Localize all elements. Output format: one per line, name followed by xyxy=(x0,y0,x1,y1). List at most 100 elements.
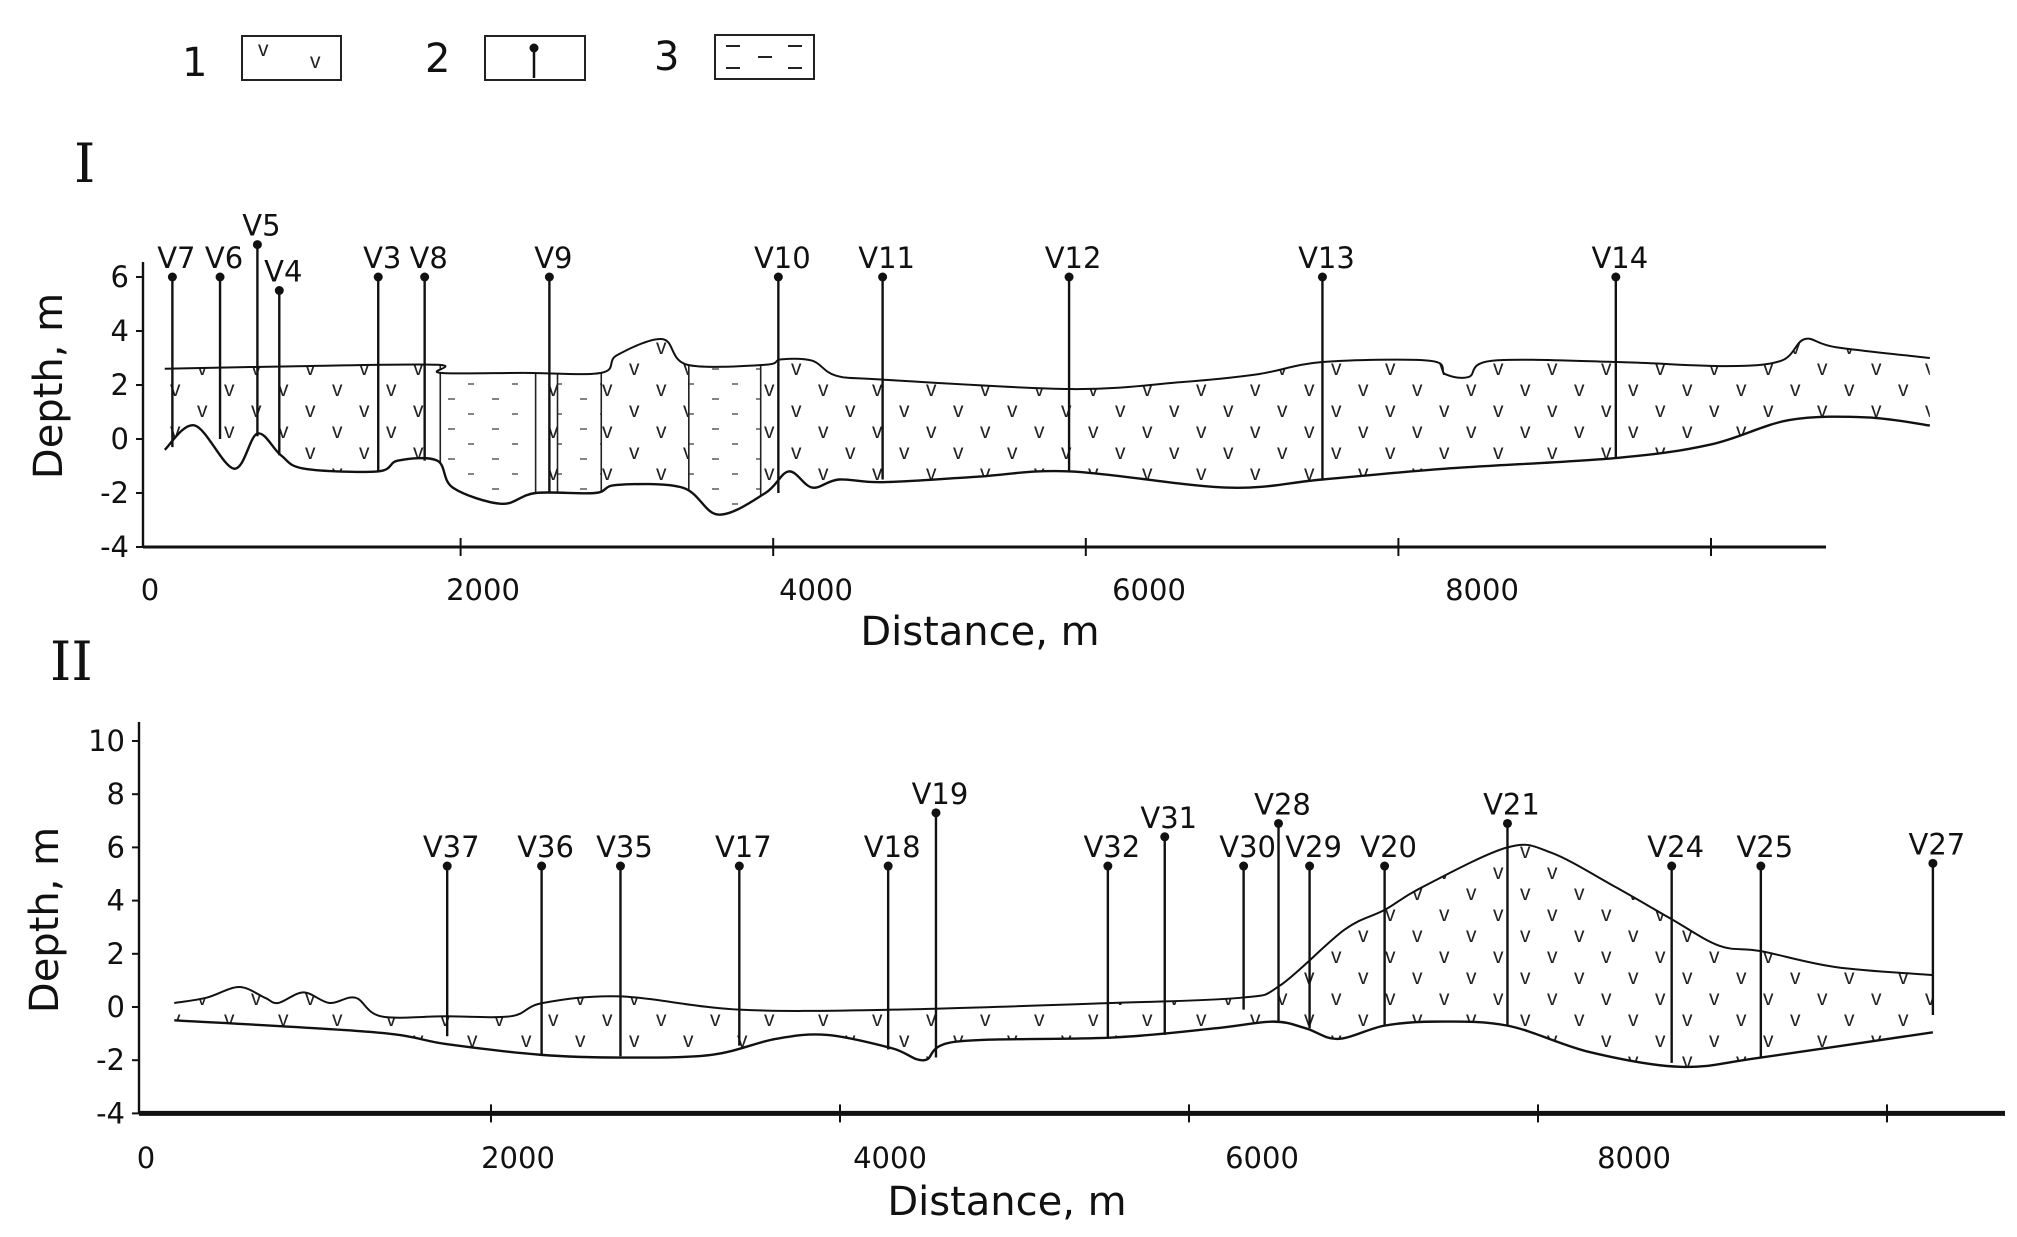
borehole-label: V35 xyxy=(596,830,653,864)
borehole-v24: V24 xyxy=(1647,830,1704,1063)
borehole-head xyxy=(883,861,893,871)
x-tick-label: 4000 xyxy=(779,573,853,607)
borehole-head xyxy=(1756,861,1766,871)
borehole-head xyxy=(931,808,941,818)
borehole-label: V11 xyxy=(858,241,915,275)
borehole-label: V27 xyxy=(1909,827,1966,861)
x-tick-label: 8000 xyxy=(1597,1141,1671,1175)
borehole-v35: V35 xyxy=(596,830,653,1057)
y-tick-label: 6 xyxy=(107,830,125,864)
y-tick-label: 2 xyxy=(111,368,129,402)
borehole-label: V21 xyxy=(1483,787,1540,821)
borehole-head xyxy=(773,272,783,282)
legend-number: 2 xyxy=(425,36,450,82)
x-tick-label: 0 xyxy=(141,573,159,607)
basalt-layer xyxy=(174,844,1933,1067)
borehole-v13: V13 xyxy=(1298,241,1355,480)
borehole-label: V18 xyxy=(864,830,921,864)
borehole-label: V32 xyxy=(1083,830,1140,864)
legend-v-mark: v xyxy=(258,38,269,61)
borehole-head xyxy=(167,272,177,282)
basalt-v-pattern-icon xyxy=(241,35,342,81)
borehole-v17: V17 xyxy=(715,830,772,1046)
borehole-label: V20 xyxy=(1360,830,1417,864)
borehole-v25: V25 xyxy=(1736,830,1793,1058)
borehole-v30: V30 xyxy=(1219,830,1276,1010)
borehole-label: V12 xyxy=(1045,241,1102,275)
borehole-head xyxy=(1502,818,1512,828)
borehole-label: V5 xyxy=(242,209,280,243)
borehole-v31: V31 xyxy=(1140,801,1197,1035)
borehole-label: V7 xyxy=(157,241,195,275)
x-tick-label: 0 xyxy=(137,1141,155,1175)
borehole-label: V25 xyxy=(1736,830,1793,864)
borehole-head xyxy=(1239,861,1249,871)
borehole-label: V13 xyxy=(1298,241,1355,275)
borehole-head xyxy=(1317,272,1327,282)
borehole-v19: V19 xyxy=(912,777,969,1058)
borehole-head xyxy=(442,861,452,871)
y-tick-label: 0 xyxy=(111,422,129,456)
borehole-v37: V37 xyxy=(423,830,480,1037)
borehole-icon-head xyxy=(529,43,539,53)
borehole-head xyxy=(420,272,430,282)
borehole-head xyxy=(274,286,284,295)
x-tick-label: 6000 xyxy=(1225,1141,1299,1175)
y-tick-label: -4 xyxy=(100,530,129,564)
y-axis-title-II: Depth, m xyxy=(22,827,68,1013)
top-surface-line xyxy=(164,337,1930,391)
bottom-surface-line xyxy=(163,415,1930,516)
legend: 1 v v 2 3 xyxy=(182,34,815,86)
borehole-head xyxy=(1928,858,1938,868)
borehole-label: V36 xyxy=(517,830,574,864)
borehole-head xyxy=(1274,818,1284,828)
borehole-v6: V6 xyxy=(205,241,243,439)
basalt-layer xyxy=(164,338,1930,515)
profile-title-I: I xyxy=(74,132,95,195)
borehole-label: V3 xyxy=(363,241,401,275)
borehole-head xyxy=(1160,832,1170,842)
borehole-v8: V8 xyxy=(410,241,448,461)
y-tick-label: 4 xyxy=(111,314,129,348)
borehole-v14: V14 xyxy=(1591,241,1648,458)
borehole-v36: V36 xyxy=(517,830,574,1055)
borehole-v11: V11 xyxy=(858,241,915,480)
x-tick-label: 4000 xyxy=(853,1141,927,1175)
legend-item-clay: 3 xyxy=(654,34,815,80)
borehole-v9: V9 xyxy=(534,241,573,493)
borehole-label: V29 xyxy=(1285,830,1342,864)
y-axis-title-I: Depth, m xyxy=(26,293,72,479)
borehole-label: V24 xyxy=(1647,830,1704,864)
borehole-label: V19 xyxy=(912,777,969,811)
clay-lens-pattern xyxy=(440,338,536,515)
borehole-label: V9 xyxy=(534,241,572,275)
y-tick-label: 0 xyxy=(107,990,125,1024)
borehole-label: V6 xyxy=(205,241,243,275)
borehole-v4: V4 xyxy=(264,255,302,456)
borehole-head xyxy=(537,861,547,871)
borehole-label: V31 xyxy=(1140,801,1197,835)
borehole-head xyxy=(252,240,262,250)
borehole-head xyxy=(1305,861,1315,871)
borehole-label: V28 xyxy=(1254,787,1311,821)
x-axis-title-I: Distance, m xyxy=(860,609,1099,655)
borehole-v7: V7 xyxy=(157,241,196,448)
y-tick-label: -4 xyxy=(96,1096,125,1130)
y-tick-label: 4 xyxy=(107,884,125,918)
y-tick-label: 8 xyxy=(107,777,125,811)
borehole-v18: V18 xyxy=(864,830,921,1050)
legend-item-borehole: 2 xyxy=(425,35,586,82)
profile-panel-II: 10 8 6 4 2 0 -2 -4 0 2000 4000 6000 8000 V37 V36 V35 V17… xyxy=(88,722,2005,1175)
borehole-label: V17 xyxy=(715,830,772,864)
borehole-v21: V21 xyxy=(1483,787,1540,1026)
x-tick-label: 2000 xyxy=(446,573,520,607)
borehole-head xyxy=(1103,861,1113,871)
borehole-v5: V5 xyxy=(242,209,281,437)
legend-number: 1 xyxy=(182,40,207,86)
y-tick-label: 6 xyxy=(111,260,129,294)
borehole-head xyxy=(1611,272,1621,282)
borehole-head xyxy=(615,861,625,871)
borehole-label: V14 xyxy=(1591,241,1648,275)
